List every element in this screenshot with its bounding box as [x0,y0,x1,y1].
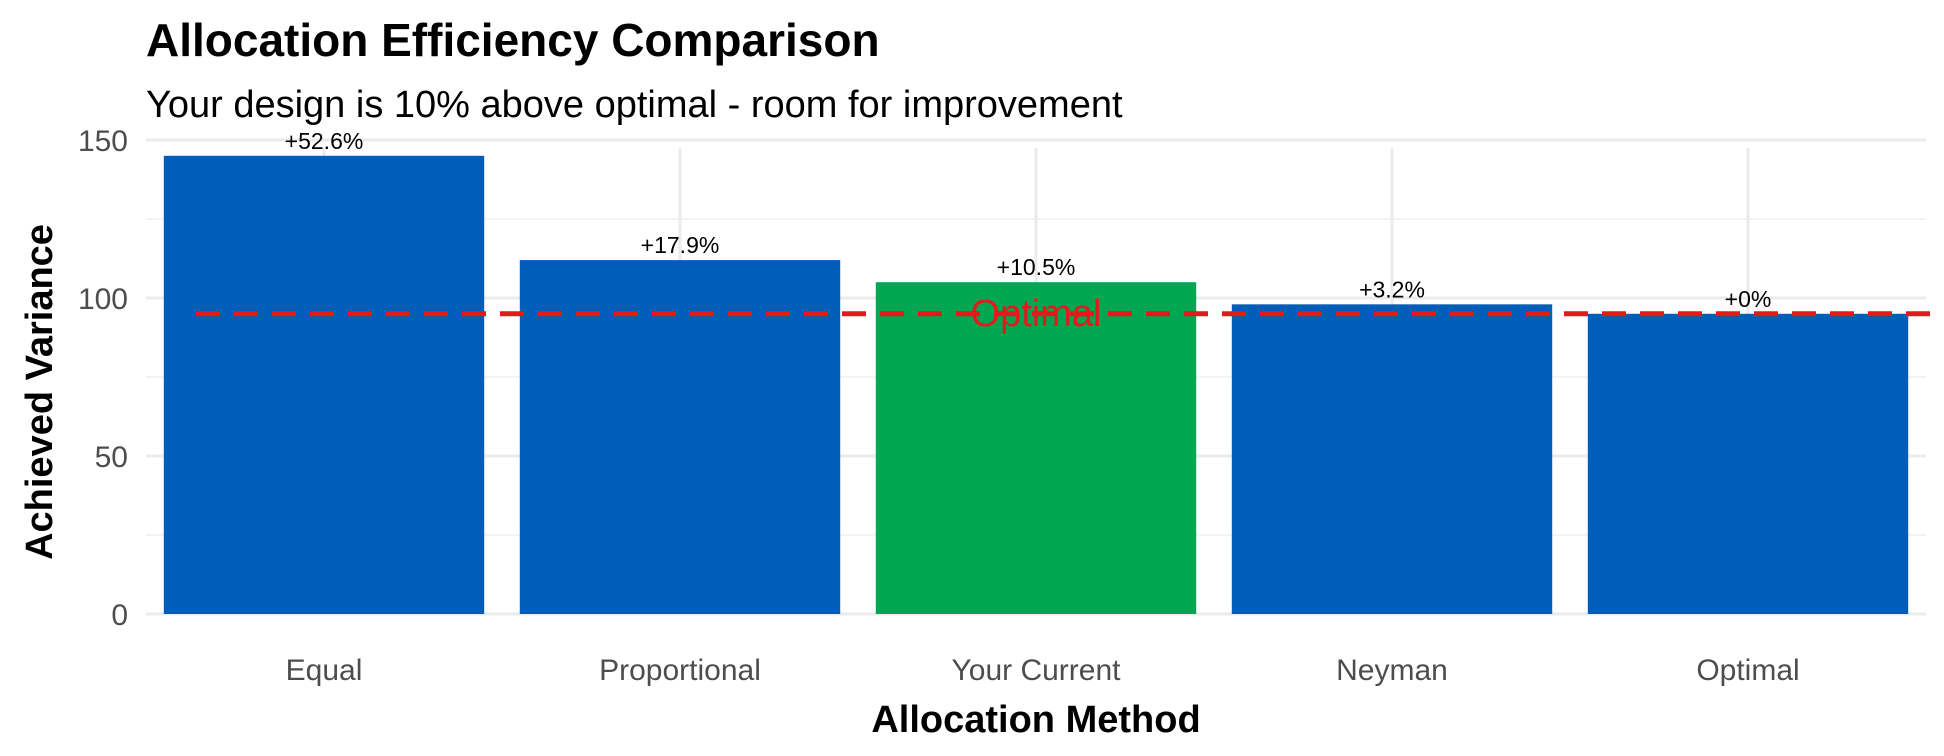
bar-proportional [519,260,841,614]
bar-equal [163,155,485,615]
reference-line-group: Optimal [196,293,1932,335]
y-tick-label: 50 [95,441,128,474]
bar-your-current [875,282,1197,614]
chart-title: Allocation Efficiency Comparison [146,14,880,66]
y-tick-label: 150 [78,125,128,158]
y-axis-title: Achieved Variance [19,224,61,560]
data-label: +52.6% [285,128,364,154]
y-tick-label: 0 [111,599,128,632]
x-tick-label: Optimal [1696,654,1799,687]
x-tick-label: Neyman [1336,654,1448,687]
x-tick-label: Your Current [952,654,1122,687]
bar-neyman [1231,304,1553,614]
axis-ticks: 0 50 100 150 Equal Proportional Your Current Ne… [78,125,1800,687]
data-label: +3.2% [1359,276,1425,302]
x-tick-label: Proportional [599,654,761,687]
x-tick-label: Equal [286,654,363,687]
data-labels: +52.6% +17.9% +10.5% +3.2% +0% [285,128,1772,312]
y-tick-label: 100 [78,283,128,316]
x-axis-title: Allocation Method [871,699,1200,741]
reference-line-label: Optimal [971,293,1102,335]
data-label: +10.5% [997,254,1076,280]
data-label: +0% [1725,286,1772,312]
bars [163,155,1909,615]
chart-subtitle: Your design is 10% above optimal - room … [146,84,1123,126]
data-label: +17.9% [641,232,720,258]
bar-optimal [1587,313,1909,614]
